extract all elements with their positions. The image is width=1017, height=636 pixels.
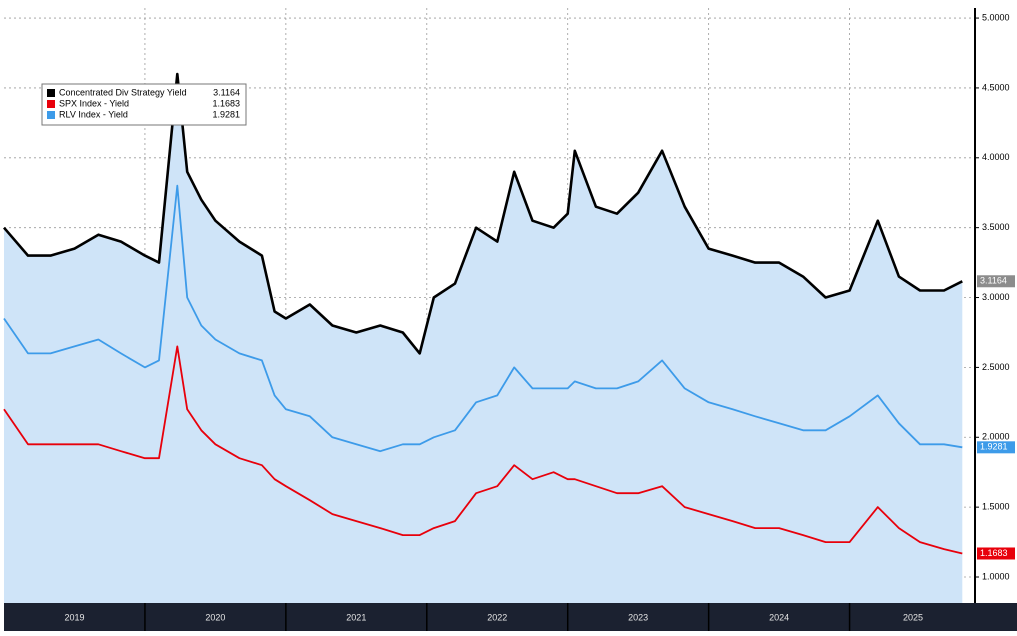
y-tick-label: 2.5000 xyxy=(982,362,1010,372)
legend-label: SPX Index - Yield xyxy=(59,98,129,108)
x-axis-bar xyxy=(4,603,1017,631)
legend-value: 1.9281 xyxy=(212,109,240,119)
y-tick-label: 1.5000 xyxy=(982,502,1010,512)
axes: 1.0000 1.5000 2.0000 2.5000 3.0000 3.5000 4.00… xyxy=(64,12,1015,631)
y-axis-line xyxy=(974,8,976,603)
y-tick-label: 4.0000 xyxy=(982,152,1010,162)
x-tick-label: 2025 xyxy=(903,612,923,622)
x-tick-label: 2020 xyxy=(205,612,225,622)
last-value-tag xyxy=(977,275,1015,288)
y-tick-label: 3.0000 xyxy=(982,292,1010,302)
y-tick-label: 4.5000 xyxy=(982,82,1010,92)
x-tick-label: 2023 xyxy=(628,612,648,622)
series-line xyxy=(3,345,963,555)
x-tick-label: 2022 xyxy=(487,612,507,622)
x-tick-label: 2019 xyxy=(64,612,84,622)
last-value-tag xyxy=(977,547,1015,560)
plot xyxy=(3,72,963,603)
x-tick-label: 2021 xyxy=(346,612,366,622)
last-value-label: 1.1683 xyxy=(980,548,1008,558)
area-fill xyxy=(4,74,963,603)
legend-value: 3.1164 xyxy=(213,87,240,97)
x-tick-label: 2024 xyxy=(769,612,789,622)
series-line xyxy=(3,184,963,453)
legend: Concentrated Div Strategy Yield 3.1164 SPX… xyxy=(41,83,247,126)
legend-swatch xyxy=(47,100,55,108)
y-tick-label: 1.0000 xyxy=(982,571,1010,581)
last-value-tag xyxy=(977,441,1015,454)
legend-value: 1.1683 xyxy=(212,98,240,108)
legend-label: RLV Index - Yield xyxy=(59,109,128,119)
y-tick-label: 3.5000 xyxy=(982,222,1010,232)
legend-label: Concentrated Div Strategy Yield xyxy=(59,87,187,97)
legend-swatch xyxy=(47,89,55,97)
legend-box xyxy=(41,83,247,126)
legend-swatch xyxy=(47,111,55,119)
y-tick-label: 2.0000 xyxy=(982,432,1010,442)
last-value-label: 1.9281 xyxy=(980,442,1008,452)
y-tick-label: 5.0000 xyxy=(982,12,1010,22)
last-value-label: 3.1164 xyxy=(980,276,1007,286)
